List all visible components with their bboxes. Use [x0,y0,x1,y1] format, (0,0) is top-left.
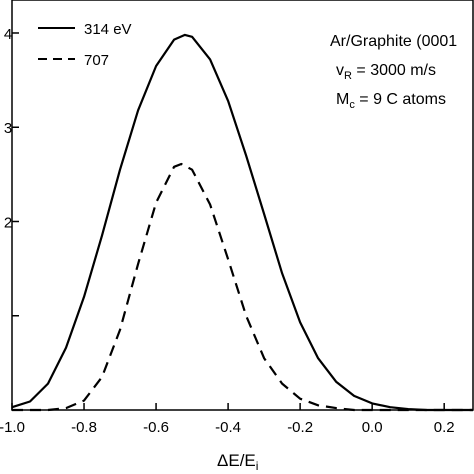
x-axis-label-main: ΔE/E [217,451,256,470]
annotation-mass-sub: c [349,99,355,111]
annotation-mass-value: = 9 C atoms [355,91,446,108]
x-tick-label-3: -0.4 [215,419,241,436]
legend: 314 eV 707 [38,21,132,69]
annotation-velocity: vR = 3000 m/s [336,62,436,82]
x-tick-label-1: -0.8 [71,419,97,436]
annotation-velocity-sub: R [344,70,352,82]
legend-label-314ev: 314 eV [84,21,132,38]
series-layer [11,33,473,412]
x-tick-label-2: -0.6 [143,419,169,436]
x-tick-label-4: -0.2 [287,419,313,436]
x-tick-label-0: -1.0 [0,419,25,436]
legend-label-707: 707 [84,52,109,69]
x-tick-label-5: 0.0 [362,419,383,436]
annotation-block: Ar/Graphite (0001 vR = 3000 m/s Mc = 9 C… [330,33,457,111]
annotation-system: Ar/Graphite (0001 [330,33,457,50]
series-line-0 [11,33,473,412]
x-ticks: -1.0 -0.8 -0.6 -0.4 -0.2 0.0 0.2 [0,403,455,436]
y-tick-label-3: 3 [4,120,12,137]
x-axis-label-sub: i [256,459,259,473]
series-line-1 [12,162,473,412]
y-tick-label-4: 4 [4,26,12,43]
annotation-mass-symbol: M [336,91,349,108]
x-tick-label-6: 0.2 [434,419,455,436]
annotation-velocity-value: = 3000 m/s [352,62,436,79]
annotation-mass: Mc = 9 C atoms [336,91,446,111]
plot-frame [11,0,474,411]
x-axis-label: ΔE/Ei [217,451,258,473]
annotation-velocity-symbol: v [336,62,344,79]
y-tick-label-2: 2 [4,214,12,231]
